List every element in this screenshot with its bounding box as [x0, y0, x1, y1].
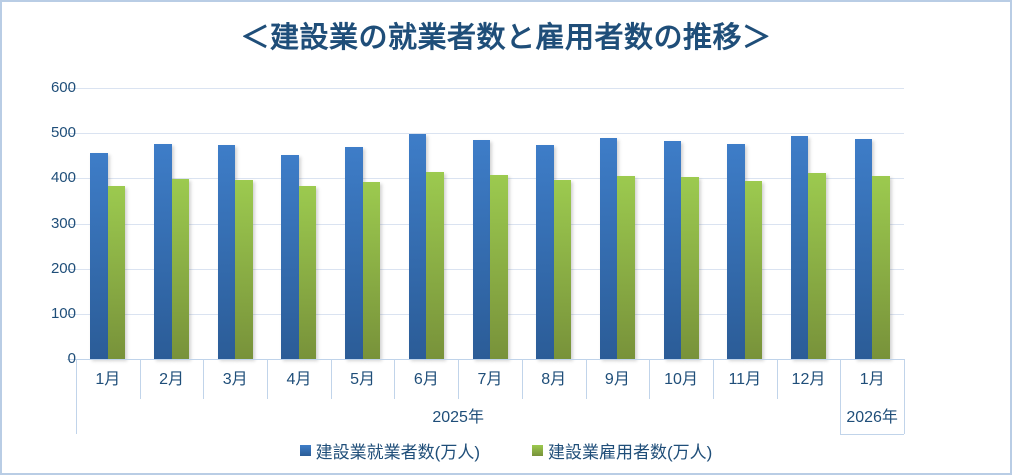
month-label-2: 3月 — [222, 371, 248, 388]
bar-series0-cat11 — [790, 136, 809, 359]
y-axis-tick-500 — [67, 133, 76, 135]
legend-item-employed: 建設業就業者数(万人) — [299, 438, 480, 463]
year-boundary-1 — [840, 359, 842, 434]
year-cell-bottom-border — [840, 434, 904, 435]
category-separator-3 — [267, 359, 269, 399]
bar-series0-cat1 — [154, 144, 172, 359]
y-axis-label-0: 0 — [67, 350, 76, 367]
bar-series1-cat10 — [744, 181, 763, 359]
y-axis-label-300: 300 — [50, 214, 76, 232]
month-label-3: 4月 — [286, 371, 312, 388]
bar-series1-cat4 — [362, 182, 381, 359]
gridline-500 — [76, 133, 904, 135]
category-separator-6 — [458, 359, 460, 399]
category-separator-10 — [712, 359, 714, 399]
month-label-1: 2月 — [159, 371, 184, 388]
bar-series0-cat9 — [663, 141, 682, 359]
category-separator-4 — [330, 359, 332, 399]
bar-series1-cat8 — [617, 175, 635, 359]
gridline-600 — [76, 88, 904, 89]
bar-series0-cat5 — [408, 134, 427, 359]
year-label-1: 2026年 — [846, 409, 898, 426]
y-axis-tick-300 — [67, 223, 76, 225]
y-axis-label-600: 600 — [50, 79, 76, 96]
month-label-9: 10月 — [664, 371, 698, 388]
y-axis-label-100: 100 — [50, 304, 76, 322]
category-separator-7 — [521, 359, 523, 399]
month-label-10: 11月 — [728, 371, 762, 388]
bar-series0-cat7 — [536, 145, 554, 359]
bar-series1-cat6 — [490, 175, 508, 359]
bar-series1-cat11 — [808, 173, 826, 359]
month-label-11: 12月 — [791, 371, 826, 388]
bar-series0-cat0 — [90, 153, 108, 359]
bar-series1-cat12 — [872, 175, 890, 359]
bar-series0-cat2 — [217, 145, 236, 359]
category-separator-2 — [203, 359, 205, 399]
month-label-7: 8月 — [541, 371, 567, 388]
category-separator-8 — [585, 359, 587, 399]
bar-series1-cat9 — [681, 176, 699, 359]
bar-series1-cat5 — [426, 172, 444, 359]
y-axis-tick-0 — [67, 359, 76, 360]
y-axis-tick-600 — [67, 88, 76, 89]
month-label-4: 5月 — [350, 371, 376, 388]
bar-series1-cat7 — [553, 180, 572, 359]
bar-series1-cat0 — [107, 186, 126, 359]
bar-series1-cat3 — [298, 186, 317, 359]
month-label-5: 6月 — [413, 371, 439, 388]
y-axis-tick-400 — [67, 178, 76, 180]
month-label-8: 9月 — [604, 371, 630, 388]
month-label-6: 7月 — [477, 371, 503, 388]
bar-series0-cat6 — [472, 140, 490, 359]
category-separator-11 — [776, 359, 778, 399]
year-boundary-0 — [76, 359, 77, 434]
category-separator-5 — [394, 359, 396, 399]
y-axis-label-200: 200 — [50, 259, 76, 277]
y-axis-tick-100 — [67, 313, 76, 315]
bar-series0-cat8 — [599, 137, 618, 359]
month-label-0: 1月 — [95, 371, 121, 388]
legend: 建設業就業者数(万人) 建設業雇用者数(万人) — [2, 438, 1010, 463]
category-separator-1 — [139, 359, 141, 399]
bar-series0-cat12 — [854, 139, 873, 359]
bar-series0-cat4 — [345, 146, 363, 359]
bar-series0-cat10 — [727, 144, 745, 359]
chart-title: ＜建設業の就業者数と雇用者数の推移＞ — [240, 22, 772, 54]
x-axis-line — [76, 359, 905, 360]
month-label-12: 1月 — [859, 371, 885, 388]
y-axis-label-500: 500 — [50, 124, 76, 142]
legend-marker-blue-square-icon — [299, 445, 311, 456]
bar-series0-cat3 — [281, 155, 299, 359]
legend-marker-green-square-icon — [532, 445, 543, 456]
year-boundary-end — [904, 359, 905, 434]
bar-series1-cat1 — [171, 178, 190, 359]
legend-label-employed: 建設業就業者数(万人) — [315, 443, 480, 462]
category-separator-9 — [649, 359, 651, 399]
legend-item-hired: 建設業雇用者数(万人) — [532, 438, 712, 463]
legend-label-hired: 建設業雇用者数(万人) — [548, 443, 713, 462]
bar-series1-cat2 — [235, 180, 253, 359]
year-label-0: 2025年 — [432, 409, 484, 426]
y-axis-tick-200 — [67, 268, 76, 270]
y-axis-label-400: 400 — [50, 169, 76, 187]
